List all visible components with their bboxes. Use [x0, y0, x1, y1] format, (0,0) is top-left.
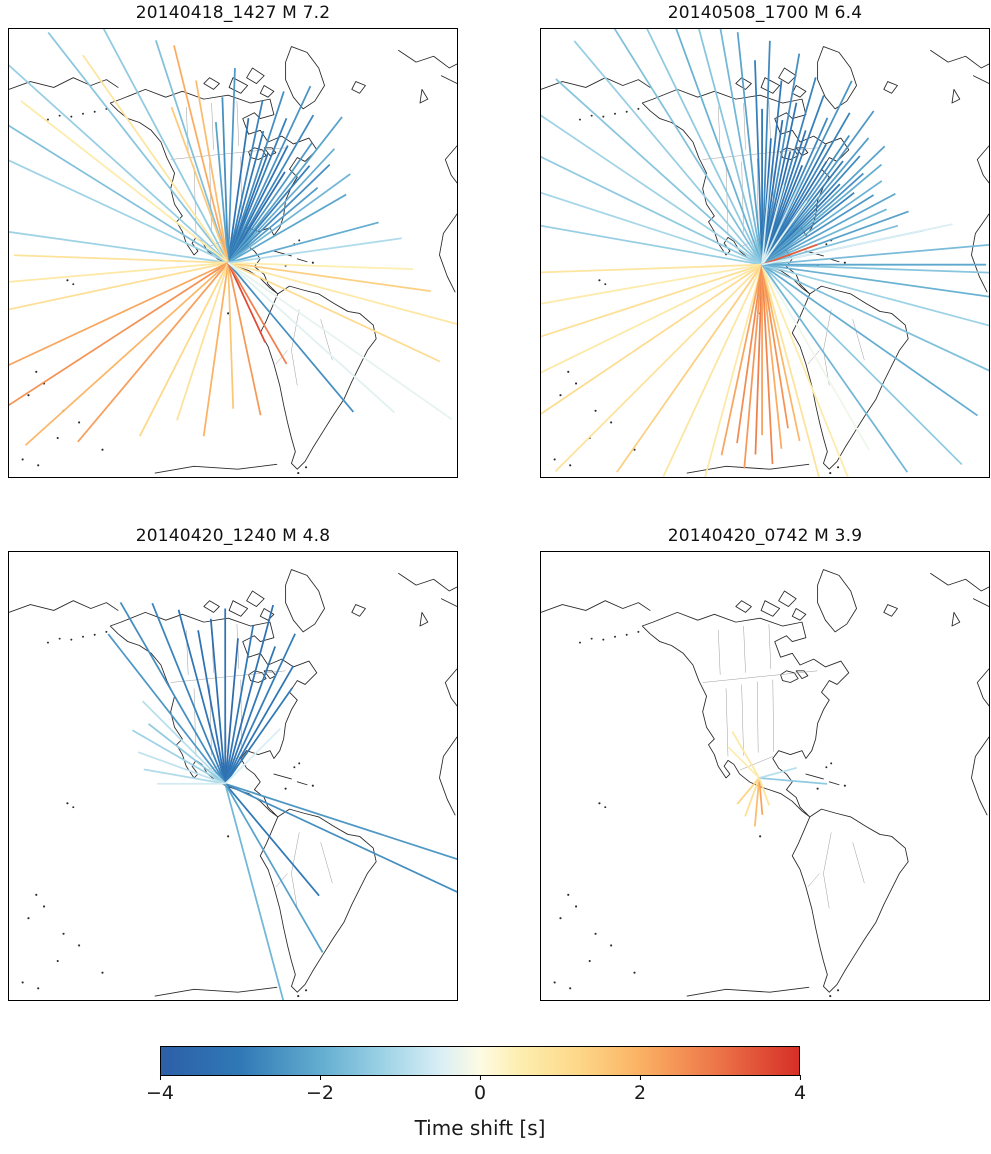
tick-label: 2 — [633, 1082, 647, 1104]
tick-mark — [319, 1075, 321, 1080]
colorbar-tick: 4 — [794, 1075, 806, 1104]
tick-label: −2 — [305, 1082, 335, 1104]
panel-title-1: 20140418_1427 M 7.2 — [135, 3, 331, 23]
tick-mark — [159, 1075, 161, 1080]
colorbar-tick: −2 — [306, 1075, 334, 1104]
map-canvas-2 — [541, 29, 989, 477]
panel-title-3: 20140420_1240 M 4.8 — [135, 526, 331, 546]
map-canvas-1 — [9, 29, 457, 475]
tick-mark — [639, 1075, 641, 1080]
map-canvas-4 — [541, 569, 989, 998]
tick-mark — [479, 1075, 481, 1080]
map-panel-4 — [540, 551, 990, 1001]
map-canvas-3 — [9, 569, 457, 1000]
panel-title-2: 20140508_1700 M 6.4 — [667, 3, 863, 23]
tick-label: −4 — [145, 1082, 175, 1104]
colorbar-ticks: −4 −2 0 2 4 — [146, 1075, 806, 1111]
tick-label: 0 — [473, 1082, 487, 1104]
map-panel-1 — [8, 28, 458, 478]
panel-title-4: 20140420_0742 M 3.9 — [667, 526, 863, 546]
colorbar-tick: −4 — [146, 1075, 174, 1104]
map-panel-3 — [8, 551, 458, 1001]
colorbar-label: Time shift [s] — [414, 1116, 546, 1140]
colorbar-tick: 2 — [634, 1075, 646, 1104]
tick-mark — [799, 1075, 801, 1080]
map-panel-2 — [540, 28, 990, 478]
tick-label: 4 — [793, 1082, 807, 1104]
colorbar-tick: 0 — [474, 1075, 486, 1104]
colorbar — [160, 1046, 800, 1076]
